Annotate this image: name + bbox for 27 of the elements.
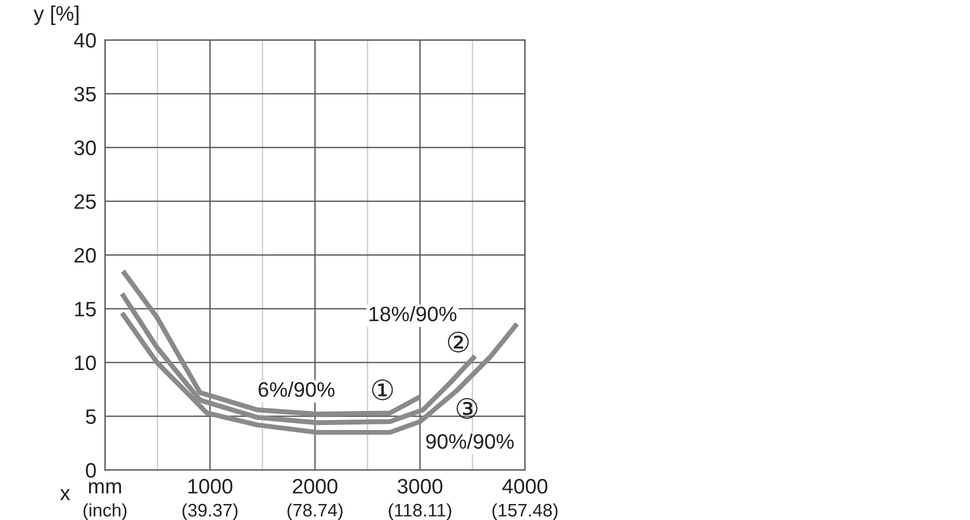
y-tick-label: 15: [75, 302, 96, 317]
annotation: ③: [456, 398, 478, 419]
y-tick-label: 10: [75, 356, 96, 370]
x-axis-title: x: [60, 489, 70, 500]
annotation: 6%/90%: [258, 382, 334, 397]
x2-tick-label: (39.37): [182, 503, 238, 520]
annotation: 18%/90%: [370, 306, 456, 322]
y-tick-label: 0: [86, 463, 96, 478]
y-tick-label: 35: [74, 86, 96, 102]
x2-tick-label: (157.48): [492, 503, 558, 520]
x-tick-label: 1000: [188, 478, 232, 494]
x-tick-label: 2000: [292, 478, 338, 494]
y-tick-label: 40: [74, 33, 96, 48]
annotation: 90%/90%: [426, 434, 514, 449]
y-tick-label: 25: [74, 194, 96, 210]
x-tick-label: mm: [89, 482, 121, 494]
x2-tick-label: (inch): [84, 503, 126, 520]
x2-tick-label: (78.74): [288, 503, 342, 520]
y-tick-label: 20: [74, 248, 96, 263]
annotation: ①: [372, 379, 393, 400]
y-axis-title: y [%]: [34, 6, 78, 25]
y-tick-label: 5: [86, 409, 96, 424]
y-tick-label: 30: [74, 140, 96, 156]
x-tick-label: 3000: [398, 478, 442, 494]
x2-tick-label: (118.11): [388, 503, 452, 520]
x-tick-label: 4000: [502, 478, 548, 494]
annotation: ②: [448, 332, 469, 352]
